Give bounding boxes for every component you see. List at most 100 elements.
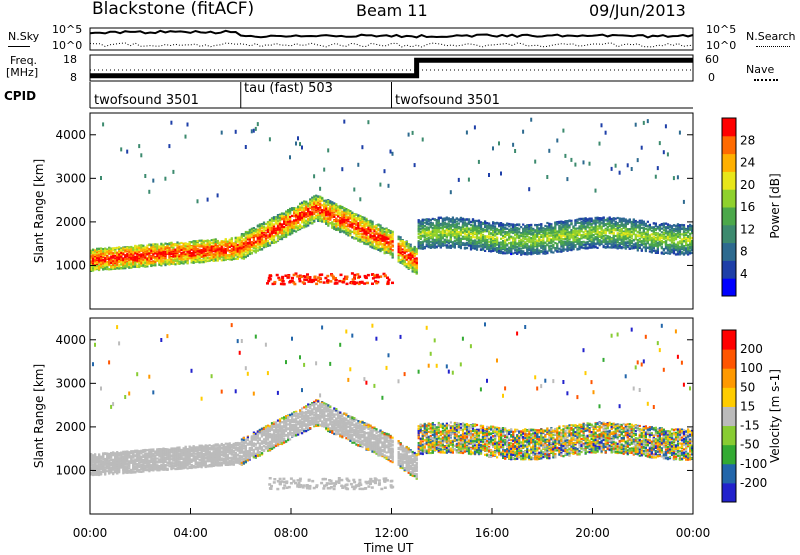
echo-cell (420, 236, 422, 238)
echo-cell (351, 224, 353, 226)
echo-cell (209, 241, 211, 243)
echo-cell (357, 227, 359, 229)
echo-cell (104, 254, 106, 256)
echo-cell (237, 248, 239, 250)
echo-cell (353, 237, 355, 239)
echo-cell (377, 235, 379, 237)
echo-cell (367, 230, 369, 232)
echo-cell (251, 129, 253, 133)
echo-cell (424, 222, 426, 224)
echo-cell (305, 214, 307, 216)
echo-cell (442, 243, 444, 245)
echo-cell (223, 249, 225, 251)
echo-cell (430, 219, 432, 221)
echo-cell (315, 216, 317, 218)
echo-cell (297, 218, 299, 220)
echo-cell (154, 259, 156, 261)
echo-cell (176, 241, 178, 243)
echo-cell (283, 218, 285, 220)
echo-cell (239, 251, 241, 253)
echo-cell (237, 244, 239, 246)
echo-cell (331, 213, 333, 215)
echo-cell (168, 263, 170, 265)
echo-cell (398, 246, 400, 248)
echo-cell (339, 221, 341, 223)
echo-cell (150, 262, 152, 264)
echo-cell (100, 253, 102, 255)
echo-cell (104, 252, 106, 254)
echo-cell (174, 250, 176, 252)
echo-cell (422, 227, 424, 229)
echo-cell (116, 259, 118, 261)
echo-cell (138, 266, 140, 268)
echo-cell (470, 245, 472, 247)
echo-cell (410, 247, 412, 249)
echo-cell (273, 235, 275, 237)
echo-cell (466, 234, 468, 236)
echo-cell (213, 260, 215, 262)
echo-cell (305, 206, 307, 208)
echo-cell (102, 253, 104, 255)
echo-cell (408, 247, 410, 249)
echo-cell (110, 266, 112, 268)
echo-cell (309, 206, 311, 208)
echo-cell (235, 254, 237, 256)
echo-cell (203, 245, 205, 247)
echo-cell (452, 229, 454, 231)
echo-cell (335, 229, 337, 231)
echo-cell (410, 266, 412, 268)
echo-cell (199, 250, 201, 252)
echo-cell (428, 231, 430, 233)
echo-cell (404, 256, 406, 258)
echo-cell (472, 245, 474, 247)
echo-cell (351, 226, 353, 228)
echo-cell (247, 235, 249, 237)
echo-cell (347, 230, 349, 232)
echo-cell (168, 261, 170, 263)
echo-cell (424, 239, 426, 241)
echo-cell (239, 239, 241, 241)
echo-cell (110, 248, 112, 250)
echo-cell (265, 241, 267, 243)
echo-cell (295, 208, 297, 210)
echo-cell (261, 245, 263, 247)
echo-cell (185, 255, 187, 257)
echo-cell (132, 256, 134, 258)
echo-cell (339, 218, 341, 220)
echo-cell (219, 251, 221, 253)
echo-cell (261, 236, 263, 238)
echo-cell (160, 249, 162, 251)
echo-cell (114, 250, 116, 252)
echo-cell (199, 261, 201, 263)
echo-cell (438, 225, 440, 227)
echo-cell (317, 195, 319, 197)
echo-cell (386, 237, 388, 239)
echo-cell (440, 227, 442, 229)
echo-cell (369, 230, 371, 232)
echo-cell (241, 253, 243, 255)
echo-cell (257, 247, 259, 249)
echo-cell (253, 227, 255, 229)
echo-cell (416, 262, 418, 264)
echo-cell (464, 222, 466, 224)
echo-cell (367, 221, 369, 223)
echo-cell (432, 224, 434, 226)
echo-cell (351, 215, 353, 217)
echo-cell (466, 228, 468, 230)
echo-cell (452, 223, 454, 225)
echo-cell (462, 228, 464, 230)
echo-cell (470, 224, 472, 226)
echo-cell (355, 214, 357, 216)
echo-cell (273, 242, 275, 244)
echo-cell (472, 221, 474, 223)
echo-cell (347, 209, 349, 211)
echo-cell (321, 200, 323, 202)
echo-cell (269, 228, 271, 230)
echo-cell (120, 249, 122, 251)
echo-cell (410, 250, 412, 252)
echo-cell (299, 212, 301, 214)
echo-cell (134, 252, 136, 254)
echo-cell (104, 267, 106, 269)
echo-cell (199, 240, 201, 242)
echo-cell (203, 253, 205, 255)
